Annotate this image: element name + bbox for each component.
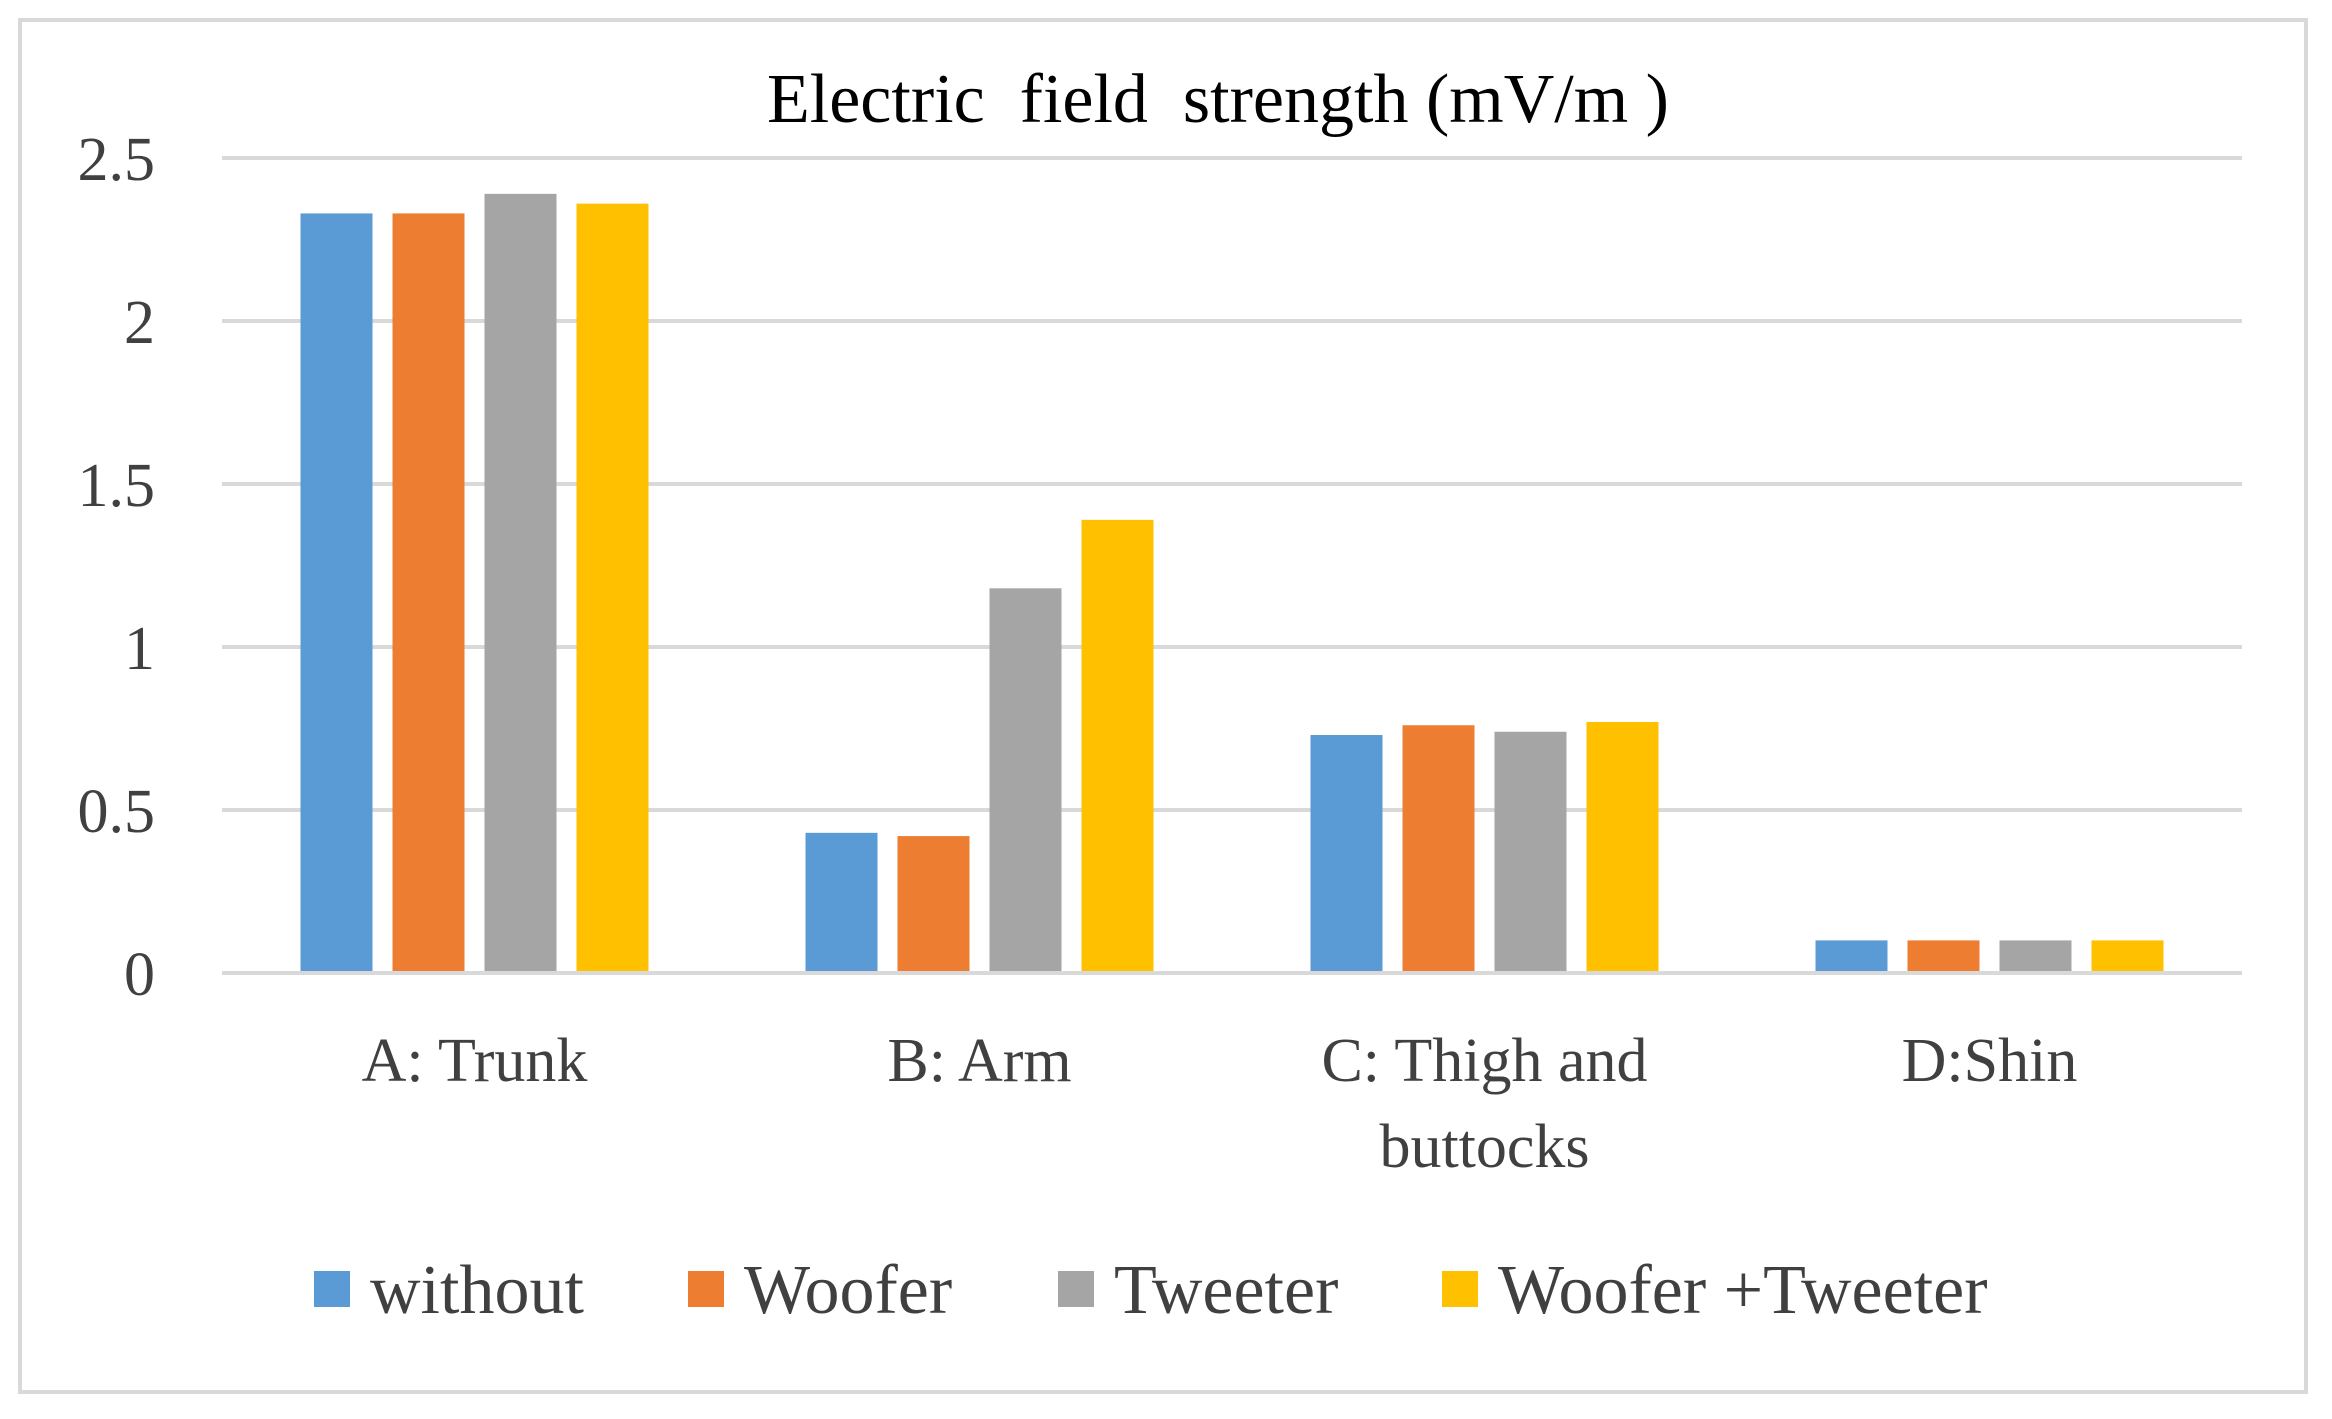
- legend-label: Woofer: [744, 1252, 952, 1329]
- bar-tweeter-3: [1494, 731, 1567, 973]
- bar-woofer-tweeter-3: [1586, 721, 1659, 973]
- chart-title: Electric field strength (mV/m ): [767, 61, 1669, 138]
- x-category-label: A: Trunk: [362, 1027, 588, 1095]
- legend-label: Woofer +Tweeter: [1498, 1252, 1988, 1329]
- y-axis-tick-labels: 0 0.5 1 1.5 2 2.5: [78, 126, 156, 1009]
- bar-without-3: [1310, 735, 1383, 973]
- x-category-label: D:Shin: [1902, 1027, 2078, 1095]
- bar-woofer-tweeter-2: [1081, 519, 1154, 973]
- bar-tweeter-2: [989, 588, 1062, 973]
- x-category-label: C: Thigh and: [1321, 1027, 1647, 1095]
- y-tick-label: 2: [124, 289, 155, 357]
- bar-tweeter-4: [1999, 940, 2072, 973]
- y-tick-label: 0.5: [78, 778, 156, 846]
- bar-without-4: [1815, 940, 1888, 973]
- x-category-label: B: Arm: [887, 1027, 1071, 1095]
- x-category-label: buttocks: [1379, 1113, 1589, 1181]
- grid-lines: [222, 156, 2242, 812]
- legend-swatch: [1058, 1271, 1094, 1307]
- bars: [300, 193, 2164, 974]
- legend: without Woofer Tweeter Woofer +Tweeter: [314, 1252, 1988, 1329]
- legend-label: Tweeter: [1114, 1252, 1338, 1329]
- bar-woofer-tweeter-1: [576, 203, 649, 973]
- legend-label: without: [370, 1252, 584, 1329]
- bar-woofer-1: [392, 213, 465, 974]
- bar-woofer-4: [1907, 940, 1980, 973]
- bar-woofer-3: [1402, 725, 1475, 973]
- legend-swatch: [314, 1271, 350, 1307]
- y-tick-label: 2.5: [78, 126, 156, 194]
- y-tick-label: 1: [124, 615, 155, 683]
- bar-tweeter-1: [484, 193, 557, 974]
- y-tick-label: 0: [124, 941, 155, 1009]
- bar-woofer-2: [897, 836, 970, 973]
- y-tick-label: 1.5: [78, 452, 156, 520]
- legend-swatch: [688, 1271, 724, 1307]
- legend-swatch: [1442, 1271, 1478, 1307]
- bar-without-2: [805, 832, 878, 973]
- bar-without-1: [300, 213, 373, 974]
- bar-woofer-tweeter-4: [2091, 940, 2164, 973]
- x-axis-category-labels: A: Trunk B: Arm C: Thigh and buttocks D:Shin: [362, 1027, 2078, 1181]
